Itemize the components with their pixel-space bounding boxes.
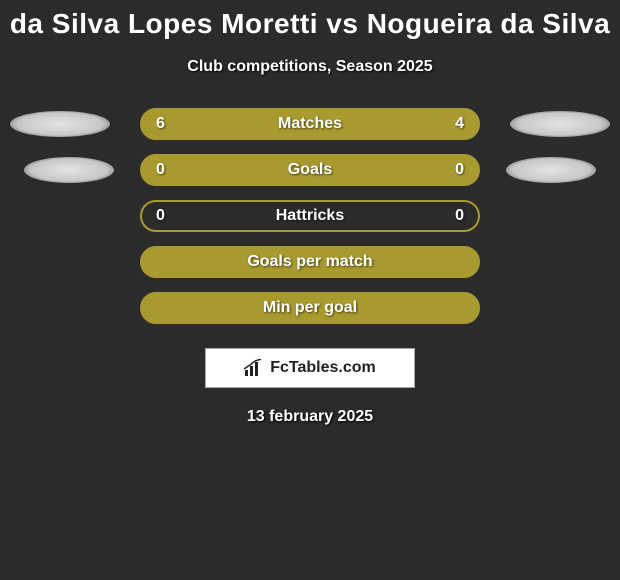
stat-left-value: 0 — [156, 161, 165, 179]
stat-right-value: 0 — [455, 161, 464, 179]
stat-right-value: 4 — [455, 115, 464, 133]
player-left-shadow — [24, 157, 114, 183]
bar-chart-icon — [244, 359, 264, 377]
brand-text: FcTables.com — [270, 359, 376, 377]
stat-left-value: 6 — [156, 115, 165, 133]
brand-box[interactable]: FcTables.com — [205, 348, 415, 388]
stat-pill-mpg: Min per goal — [140, 292, 480, 324]
stat-label: Hattricks — [276, 207, 344, 225]
page-title: da Silva Lopes Moretti vs Nogueira da Si… — [10, 8, 610, 40]
comparison-rows: 6 Matches 4 0 Goals 0 0 Hattricks 0 — [0, 108, 620, 324]
stat-left-value: 0 — [156, 207, 165, 225]
stat-row: 6 Matches 4 — [0, 108, 620, 140]
stat-right-value: 0 — [455, 207, 464, 225]
stat-pill-goals: 0 Goals 0 — [140, 154, 480, 186]
player-right-shadow — [506, 157, 596, 183]
stat-label: Min per goal — [263, 299, 357, 317]
player-right-shadow — [510, 111, 610, 137]
footer-date: 13 february 2025 — [247, 408, 373, 426]
stat-label: Goals per match — [247, 253, 372, 271]
stat-pill-gpm: Goals per match — [140, 246, 480, 278]
stat-pill-matches: 6 Matches 4 — [140, 108, 480, 140]
page-subtitle: Club competitions, Season 2025 — [187, 58, 432, 76]
stat-pill-hattricks: 0 Hattricks 0 — [140, 200, 480, 232]
stat-row: 0 Goals 0 — [0, 154, 620, 186]
stat-row: Goals per match — [0, 246, 620, 278]
stat-row: Min per goal — [0, 292, 620, 324]
player-left-shadow — [10, 111, 110, 137]
stat-row: 0 Hattricks 0 — [0, 200, 620, 232]
stat-label: Matches — [278, 115, 342, 133]
stat-label: Goals — [288, 161, 332, 179]
